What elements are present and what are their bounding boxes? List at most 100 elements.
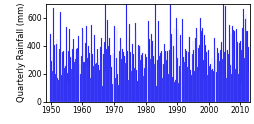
- Bar: [63, 51, 64, 102]
- Bar: [174, 80, 175, 102]
- Bar: [240, 50, 241, 102]
- Bar: [205, 52, 206, 102]
- Bar: [242, 9, 243, 102]
- Bar: [202, 60, 203, 102]
- Bar: [85, 43, 86, 102]
- Bar: [51, 61, 52, 102]
- Bar: [211, 58, 212, 102]
- Bar: [102, 86, 103, 102]
- Bar: [176, 58, 177, 102]
- Bar: [229, 65, 230, 102]
- Bar: [79, 64, 80, 102]
- Bar: [78, 53, 79, 102]
- Bar: [236, 43, 237, 102]
- Bar: [91, 25, 92, 102]
- Bar: [124, 63, 125, 102]
- Bar: [69, 29, 70, 102]
- Bar: [161, 78, 162, 102]
- Bar: [77, 48, 78, 102]
- Bar: [150, 45, 151, 102]
- Bar: [73, 39, 74, 102]
- Bar: [129, 24, 130, 102]
- Bar: [160, 51, 161, 102]
- Bar: [72, 49, 73, 102]
- Bar: [185, 51, 186, 102]
- Bar: [157, 21, 158, 102]
- Bar: [137, 46, 138, 102]
- Bar: [214, 45, 215, 102]
- Bar: [113, 54, 114, 102]
- Bar: [220, 42, 221, 102]
- Bar: [216, 48, 217, 102]
- Bar: [212, 71, 213, 102]
- Bar: [218, 61, 219, 102]
- Bar: [116, 28, 117, 102]
- Bar: [152, 56, 153, 102]
- Bar: [65, 66, 66, 102]
- Bar: [226, 73, 227, 102]
- Bar: [80, 74, 81, 102]
- Bar: [141, 53, 142, 102]
- Bar: [117, 74, 118, 102]
- Bar: [122, 52, 123, 102]
- Bar: [163, 64, 164, 102]
- Bar: [139, 46, 140, 102]
- Bar: [127, 80, 128, 102]
- Bar: [159, 56, 160, 102]
- Bar: [70, 57, 71, 102]
- Bar: [93, 35, 94, 102]
- Bar: [103, 54, 104, 102]
- Bar: [194, 38, 195, 102]
- Bar: [90, 61, 91, 102]
- Bar: [105, 71, 106, 102]
- Bar: [75, 51, 76, 102]
- Bar: [62, 52, 63, 102]
- Bar: [82, 31, 83, 102]
- Bar: [133, 54, 134, 102]
- Bar: [224, 6, 225, 102]
- Bar: [221, 59, 222, 102]
- Bar: [106, 49, 107, 102]
- Bar: [187, 52, 188, 102]
- Bar: [235, 29, 236, 102]
- Bar: [98, 65, 99, 102]
- Bar: [145, 57, 146, 102]
- Bar: [120, 45, 121, 102]
- Bar: [89, 78, 90, 102]
- Bar: [153, 64, 154, 102]
- Bar: [197, 48, 198, 102]
- Bar: [201, 28, 202, 102]
- Bar: [57, 78, 58, 102]
- Bar: [123, 56, 124, 102]
- Bar: [165, 52, 166, 102]
- Bar: [181, 73, 182, 102]
- Bar: [225, 78, 226, 102]
- Bar: [114, 26, 115, 102]
- Bar: [177, 29, 178, 102]
- Bar: [169, 4, 170, 102]
- Bar: [206, 75, 207, 102]
- Bar: [54, 45, 55, 102]
- Bar: [228, 25, 229, 102]
- Bar: [208, 66, 209, 102]
- Bar: [94, 52, 95, 102]
- Bar: [125, 63, 126, 102]
- Bar: [215, 72, 216, 102]
- Bar: [108, 38, 109, 102]
- Bar: [97, 58, 98, 102]
- Bar: [61, 75, 62, 102]
- Bar: [50, 34, 51, 102]
- Bar: [168, 50, 169, 102]
- Bar: [246, 31, 247, 102]
- Bar: [87, 58, 88, 102]
- Bar: [146, 67, 147, 102]
- Bar: [172, 46, 173, 102]
- Bar: [134, 23, 135, 102]
- Bar: [118, 85, 119, 102]
- Bar: [66, 27, 67, 102]
- Bar: [238, 43, 239, 102]
- Bar: [223, 52, 224, 102]
- Bar: [148, 21, 149, 102]
- Bar: [171, 77, 172, 102]
- Bar: [126, 51, 127, 102]
